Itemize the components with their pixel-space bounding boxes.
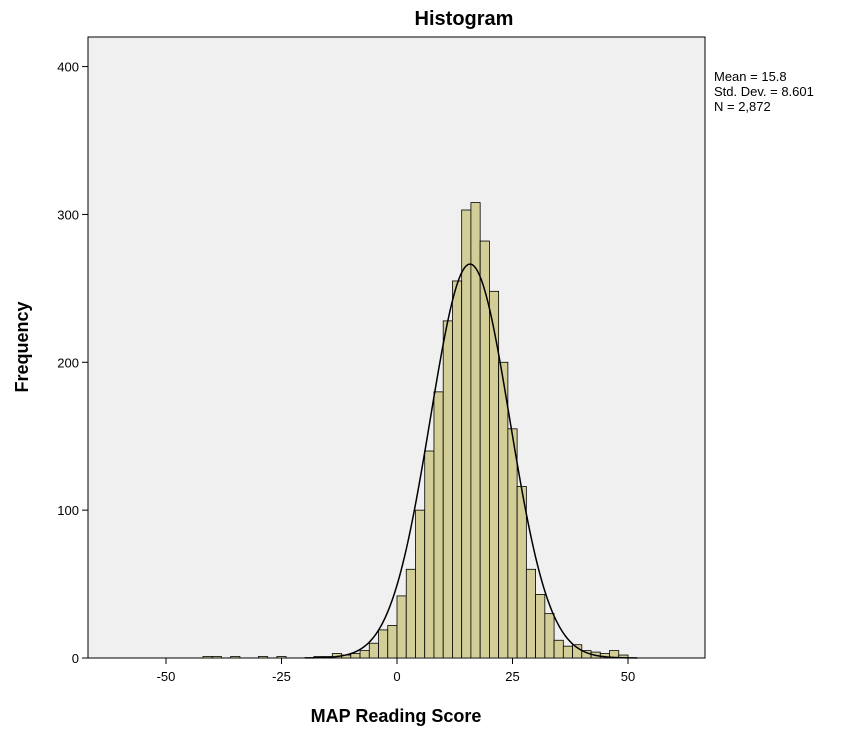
histogram-bar bbox=[498, 361, 509, 659]
plot-area bbox=[87, 36, 706, 659]
x-tick-label: -50 bbox=[157, 669, 176, 684]
histogram-bar bbox=[378, 629, 389, 659]
histogram-bar bbox=[572, 644, 583, 659]
histogram-bar bbox=[461, 209, 472, 659]
histogram-bar bbox=[276, 656, 287, 659]
histogram-bar bbox=[359, 650, 370, 659]
y-axis-label: Frequency bbox=[12, 301, 32, 392]
stat-line: Std. Dev. = 8.601 bbox=[714, 84, 814, 99]
histogram-bar bbox=[415, 509, 426, 659]
stat-line: N = 2,872 bbox=[714, 99, 771, 114]
histogram-bar bbox=[535, 594, 546, 659]
histogram-bar bbox=[516, 486, 527, 659]
histogram-bar bbox=[424, 450, 435, 659]
histogram-bar bbox=[211, 656, 222, 659]
normal-curve bbox=[304, 263, 638, 659]
y-tick-label: 0 bbox=[72, 651, 79, 666]
histogram-bar bbox=[433, 391, 444, 659]
histogram-bar bbox=[470, 202, 481, 659]
y-tick-label: 300 bbox=[57, 207, 79, 222]
histogram-bar bbox=[507, 428, 518, 659]
x-tick-label: -25 bbox=[272, 669, 291, 684]
x-axis-label: MAP Reading Score bbox=[311, 706, 482, 726]
histogram-bar bbox=[442, 320, 453, 659]
histogram-bar bbox=[452, 280, 463, 659]
y-axis: 0 100 200 300 400 bbox=[57, 60, 88, 666]
histogram-bar bbox=[525, 568, 536, 659]
y-tick-label: 200 bbox=[57, 355, 79, 370]
histogram-bar bbox=[387, 625, 398, 659]
x-tick-label: 50 bbox=[621, 669, 635, 684]
y-tick-label: 400 bbox=[57, 60, 79, 75]
histogram-bar bbox=[350, 653, 361, 659]
y-tick-label: 100 bbox=[57, 503, 79, 518]
histogram-bar bbox=[562, 645, 573, 659]
histogram-bar bbox=[553, 639, 564, 659]
histogram-bar bbox=[396, 595, 407, 659]
chart-title: Histogram bbox=[415, 8, 514, 30]
histogram-bar bbox=[257, 656, 269, 659]
histogram-bar bbox=[202, 656, 213, 659]
histogram-bars bbox=[202, 202, 629, 659]
stat-line: Mean = 15.8 bbox=[714, 69, 787, 84]
x-tick-label: 25 bbox=[505, 669, 519, 684]
histogram-bar bbox=[405, 568, 416, 659]
histogram-bar bbox=[544, 613, 555, 659]
histogram-bar bbox=[368, 642, 379, 659]
x-tick-label: 0 bbox=[393, 669, 400, 684]
x-axis: -50 -25 0 25 50 bbox=[157, 658, 635, 684]
histogram-bar bbox=[230, 656, 241, 659]
